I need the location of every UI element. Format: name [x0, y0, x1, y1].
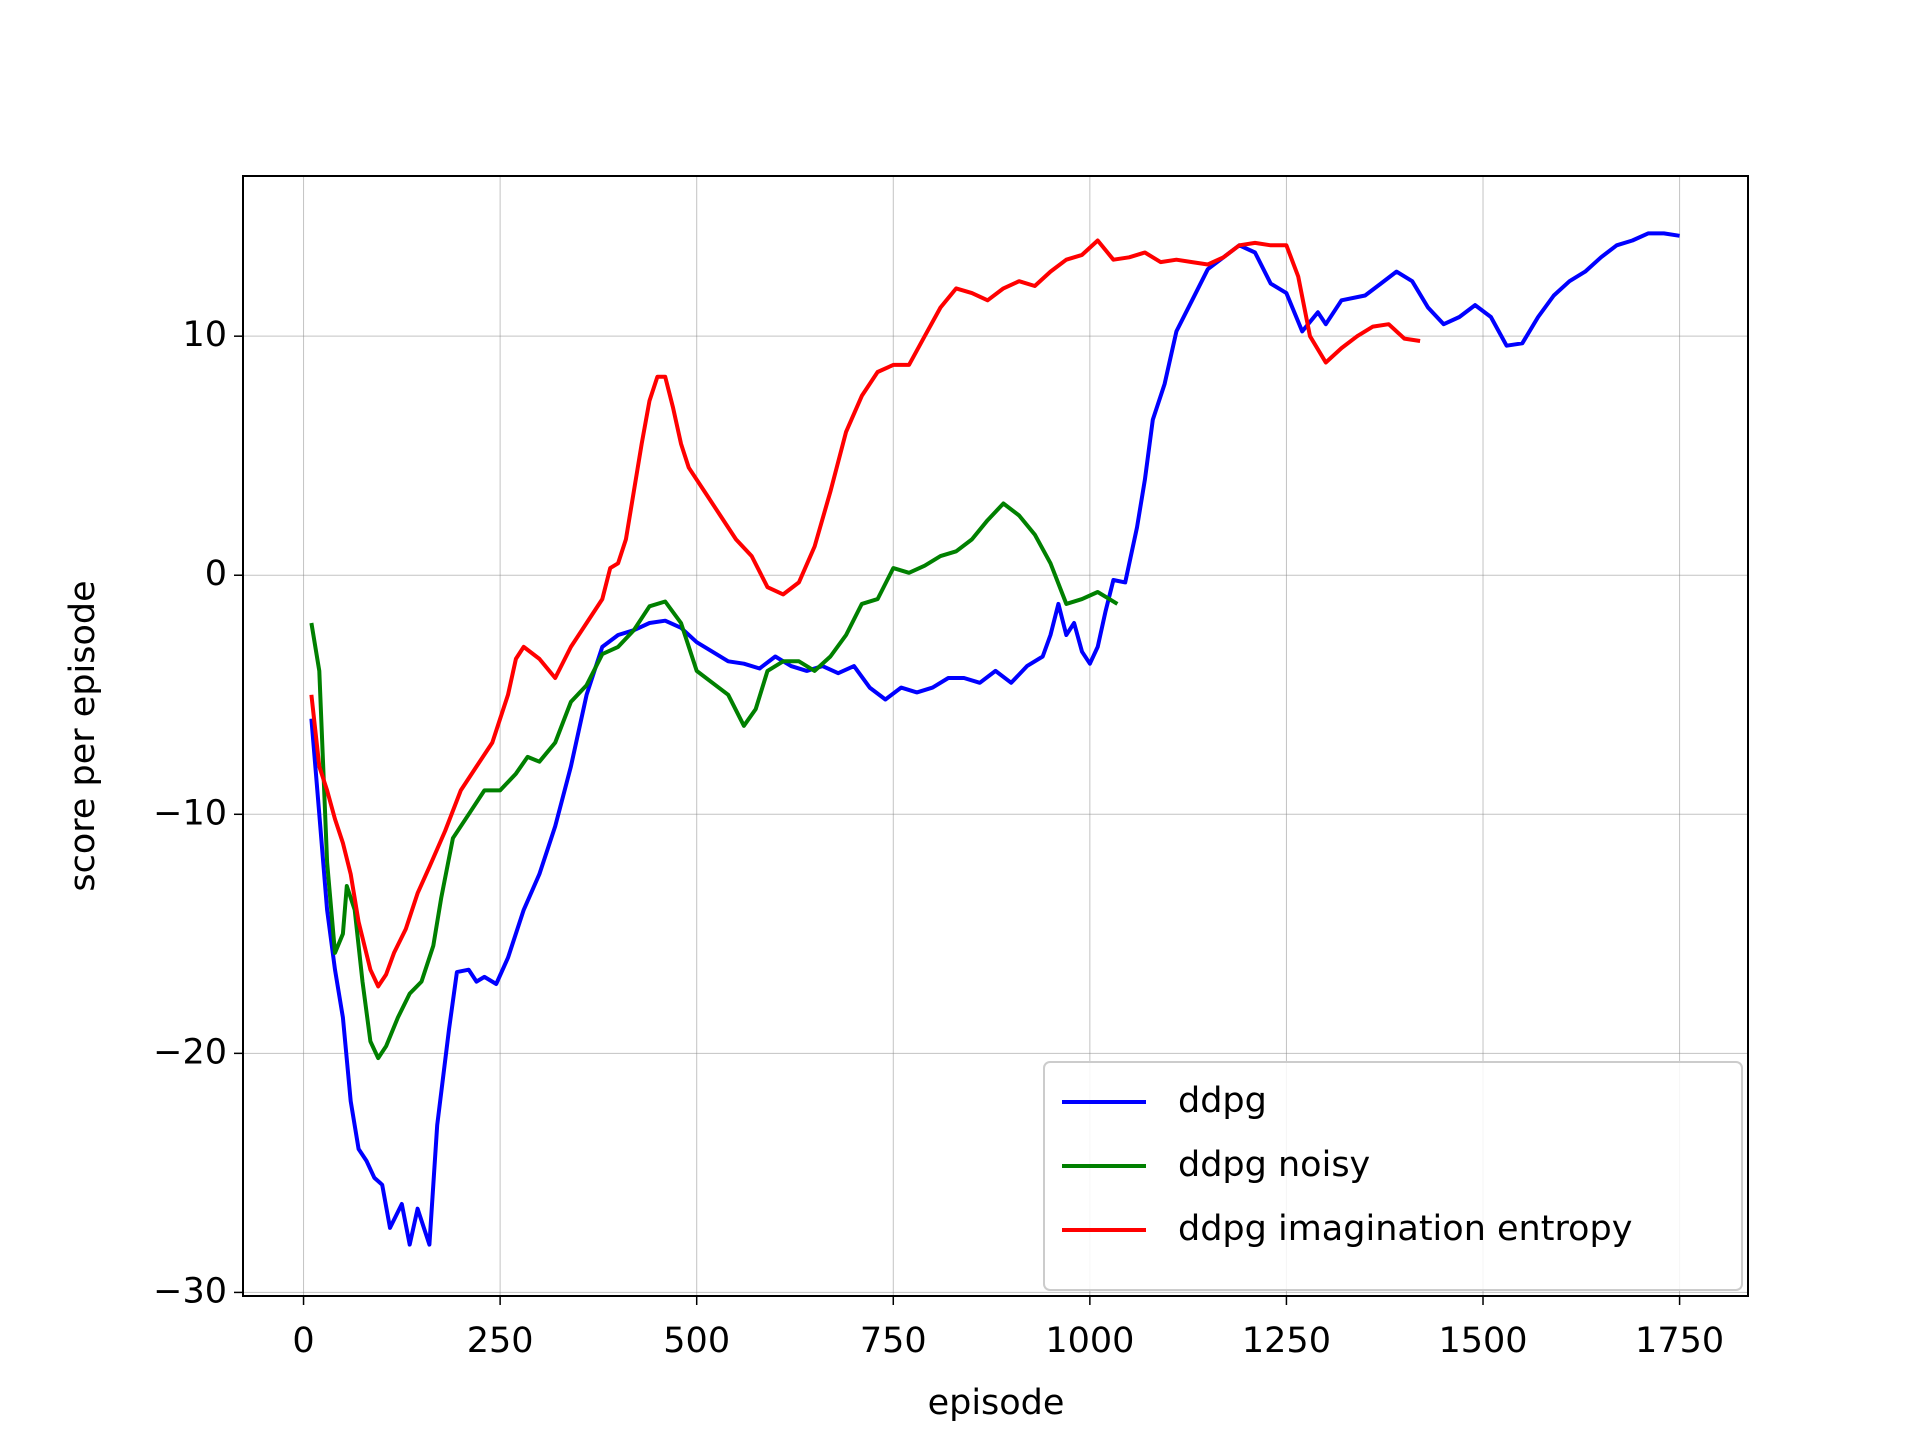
legend-label: ddpg: [1178, 1081, 1267, 1121]
legend-label: ddpg noisy: [1178, 1145, 1370, 1185]
x-tick-label: 1750: [1635, 1321, 1724, 1361]
series-line: [309, 501, 1119, 1061]
series-line: [309, 231, 1680, 1247]
x-tick-label: 1000: [1045, 1321, 1134, 1361]
x-tick-label: 500: [663, 1321, 730, 1361]
legend-box: [1043, 1061, 1743, 1291]
x-tick-label: 750: [860, 1321, 927, 1361]
y-tick-label: −30: [153, 1271, 227, 1311]
y-axis-label: score per episode: [63, 580, 103, 891]
y-tick-label: 10: [182, 315, 227, 355]
legend-label: ddpg imagination entropy: [1178, 1209, 1632, 1249]
x-axis-label: episode: [928, 1383, 1065, 1423]
x-tick-label: 250: [467, 1321, 534, 1361]
x-tick-label: 1500: [1438, 1321, 1527, 1361]
series-line: [309, 238, 1421, 989]
x-tick-label: 1250: [1242, 1321, 1331, 1361]
x-tick-label: 0: [292, 1321, 314, 1361]
y-tick-label: −20: [153, 1032, 227, 1072]
y-tick-label: −10: [153, 793, 227, 833]
y-tick-label: 0: [205, 554, 227, 594]
axes-frame: [242, 175, 1749, 1297]
